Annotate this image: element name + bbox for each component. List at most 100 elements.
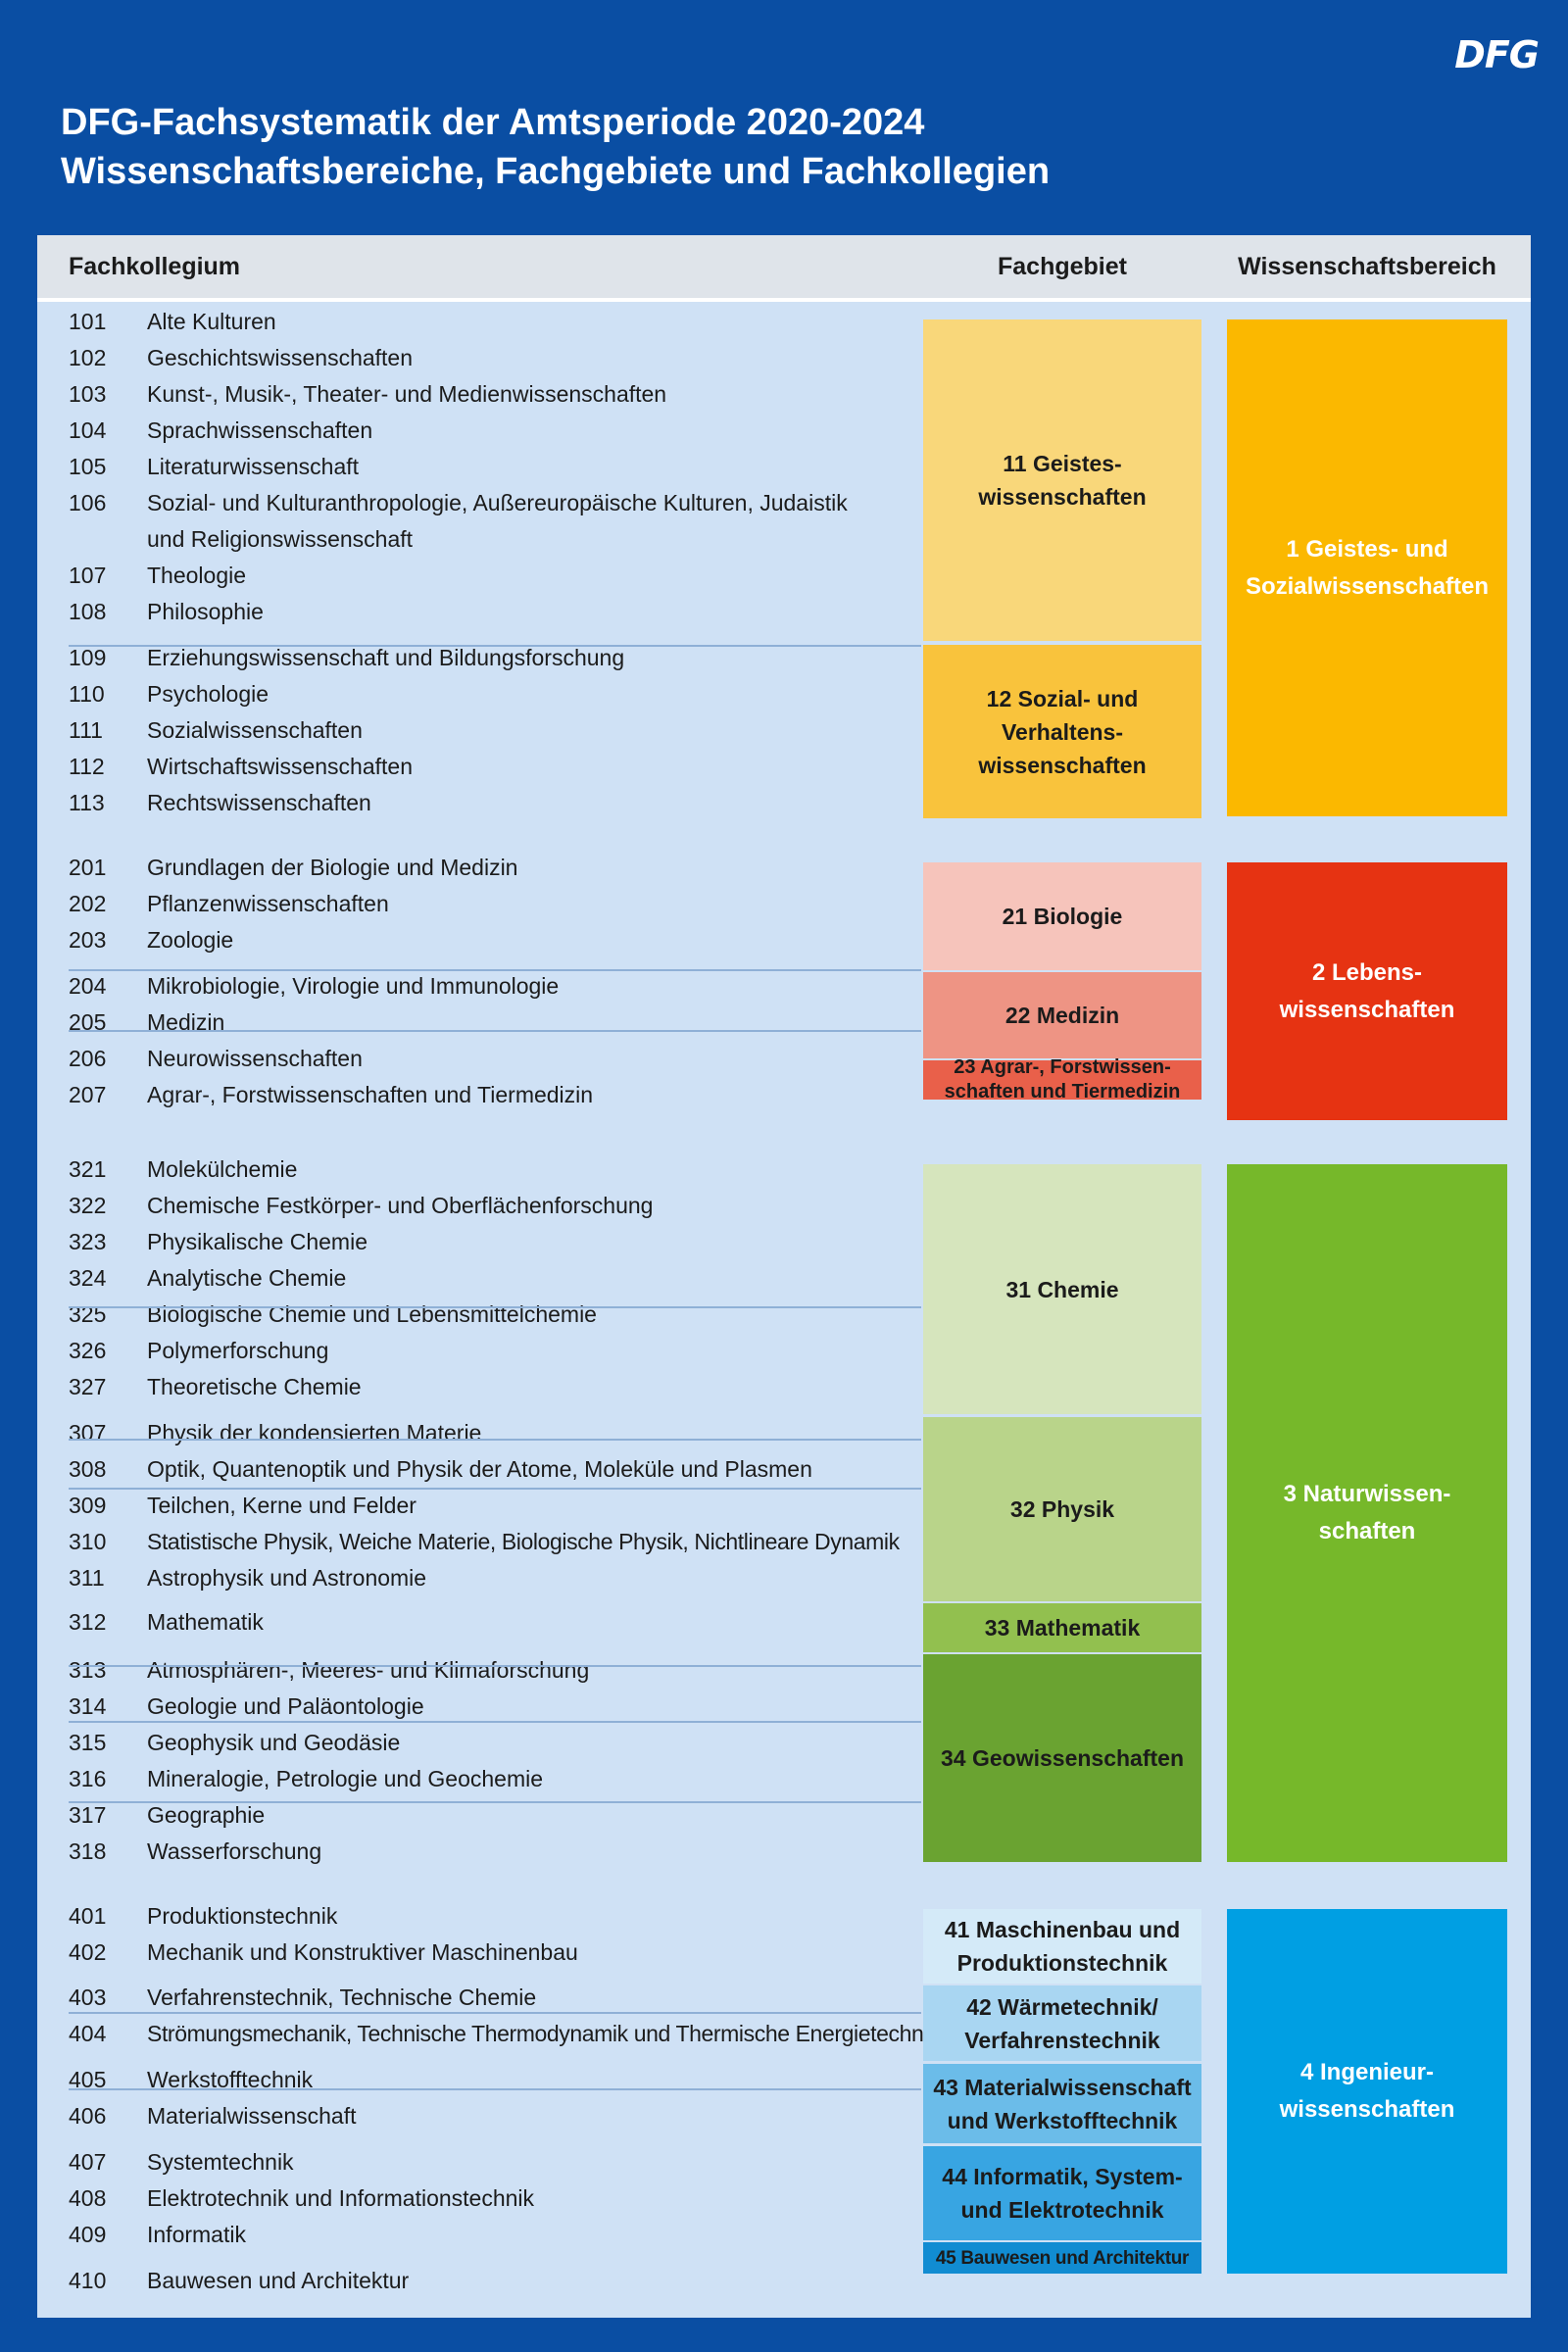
fachgebiet-box: 21 Biologie <box>923 862 1201 970</box>
fachkollegium-number: 112 <box>69 754 105 779</box>
fachkollegium-number: 111 <box>69 717 103 743</box>
fachkollegium-row: 201 Grundlagen der Biologie und Medizin <box>69 850 931 885</box>
wissenschaftsbereich-label-line: 2 Lebens- <box>1311 958 1422 986</box>
fachkollegium-row: 322 Chemische Festkörper- und Oberflächen… <box>69 1188 931 1223</box>
fachkollegium-number: 403 <box>69 1984 107 2010</box>
fachkollegium-number: 318 <box>69 1838 107 1864</box>
fachkollegium-label: Physikalische Chemie <box>147 1229 368 1254</box>
dfg-logo: DFG <box>1454 33 1540 76</box>
fachkollegium-number: 321 <box>69 1156 107 1182</box>
fachkollegium-label: Agrar-, Forstwissenschaften und Tiermedi… <box>147 1082 594 1107</box>
fachkollegium-number: 325 <box>69 1301 107 1327</box>
wissenschaftsbereich-label-line: 3 Naturwissen- <box>1283 1481 1451 1507</box>
fachkollegium-row: 106 Sozial- und Kulturanthropologie, Auße… <box>69 485 931 520</box>
fachkollegium-number: 309 <box>69 1493 107 1518</box>
fachkollegium-number: 405 <box>69 2067 107 2092</box>
fachgebiet-box: 11 Geistes-wissenschaften <box>923 319 1201 641</box>
fachkollegium-row: 112 Wirtschaftswissenschaften <box>69 749 931 784</box>
fachkollegium-label: Zoologie <box>147 927 234 953</box>
fachkollegium-number: 201 <box>69 855 107 880</box>
fachkollegium-row: 406 Materialwissenschaft <box>69 2098 931 2133</box>
fachkollegium-label: Grundlagen der Biologie und Medizin <box>147 855 518 880</box>
fachgebiet-box: 32 Physik <box>923 1417 1201 1601</box>
fachkollegium-label: Statistische Physik, Weiche Materie, Bio… <box>147 1529 900 1554</box>
fachkollegium-row: 108 Philosophie <box>69 594 931 629</box>
fachkollegium-row: und Religionswissenschaft <box>69 521 931 557</box>
fachkollegium-number: 307 <box>69 1420 107 1446</box>
wissenschaftsbereich-label-line: schaften <box>1318 1518 1416 1544</box>
fachkollegium-row: 308 Optik, Quantenoptik und Physik der At… <box>69 1451 931 1487</box>
fachkollegium-label: Bauwesen und Architektur <box>147 2268 410 2293</box>
fachkollegium-number: 113 <box>69 790 105 815</box>
fachgebiet-box: 45 Bauwesen und Architektur <box>923 2242 1201 2274</box>
fachkollegium-label: Informatik <box>147 2222 246 2247</box>
group-divider <box>69 1306 921 1308</box>
header-fachgebiet: Fachgebiet <box>998 253 1127 280</box>
fachgebiet-box: 33 Mathematik <box>923 1603 1201 1652</box>
fachkollegium-number: 314 <box>69 1693 107 1719</box>
fachgebiet-label-line: 32 Physik <box>1009 1496 1115 1522</box>
fachkollegium-number: 401 <box>69 1903 107 1929</box>
fachkollegium-row: 105 Literaturwissenschaft <box>69 449 931 484</box>
fachgebiet-label-line: wissenschaften <box>978 484 1147 510</box>
fachgebiet-label-line: 44 Informatik, System- <box>942 2164 1183 2189</box>
fachkollegium-row: 409 Informatik <box>69 2217 931 2252</box>
fachkollegium-row: 405 Werkstofftechnik <box>69 2062 931 2097</box>
fachkollegium-row: 324 Analytische Chemie <box>69 1260 931 1296</box>
fachkollegium-row: 107 Theologie <box>69 558 931 593</box>
fachkollegium-label: Alte Kulturen <box>147 309 276 334</box>
fachkollegium-number: 313 <box>69 1657 107 1683</box>
fachgebiet-label-line: 21 Biologie <box>1002 904 1123 929</box>
fachkollegium-label: Sprachwissenschaften <box>147 417 373 443</box>
wissenschaftsbereich-label-line: 4 Ingenieur- <box>1299 2059 1434 2085</box>
wissenschaftsbereich-box: 1 Geistes- und Sozialwissenschaften <box>1227 319 1507 816</box>
fachgebiet-label-line: und Elektrotechnik <box>960 2197 1164 2223</box>
fachkollegium-label: Teilchen, Kerne und Felder <box>147 1493 416 1518</box>
fachkollegium-row: 402 Mechanik und Konstruktiver Maschinenb… <box>69 1935 931 1970</box>
fachkollegium-label: Strömungsmechanik, Technische Thermodyna… <box>147 2021 940 2046</box>
fachkollegium-label: Elektrotechnik und Informationstechnik <box>147 2185 535 2211</box>
fachgebiet-label-line: 42 Wärmetechnik/ <box>966 1993 1158 2020</box>
wissenschaftsbereich-box: 2 Lebens-wissenschaften <box>1227 862 1507 1120</box>
fachkollegium-row: 323 Physikalische Chemie <box>69 1224 931 1259</box>
fachkollegium-label: Atmosphären-, Meeres- und Klimaforschung <box>147 1657 590 1683</box>
fachkollegium-number: 410 <box>69 2268 107 2293</box>
group-divider <box>69 2012 921 2014</box>
fachgebiet-label-line: 33 Mathematik <box>984 1615 1141 1641</box>
wissenschaftsbereich-box: 4 Ingenieur-wissenschaften <box>1227 1909 1507 2274</box>
fachkollegium-number: 406 <box>69 2103 107 2129</box>
fachgebiet-label-line: 11 Geistes- <box>1003 451 1122 476</box>
fachkollegium-number: 407 <box>69 2149 107 2175</box>
fachkollegium-row: 103 Kunst-, Musik-, Theater- und Medienwi… <box>69 376 931 412</box>
fachgebiet-label-line: Produktionstechnik <box>956 1950 1168 1976</box>
fachkollegium-row: 327 Theoretische Chemie <box>69 1369 931 1404</box>
fachkollegium-label: Geographie <box>147 1802 266 1828</box>
fachkollegium-label: Biologische Chemie und Lebensmittelchemi… <box>147 1301 597 1327</box>
fachkollegium-label: Sozial- und Kulturanthropologie, Außereu… <box>147 490 848 515</box>
fachkollegium-number: 104 <box>69 417 107 443</box>
fachkollegium-number: 327 <box>69 1374 107 1399</box>
fachkollegium-number: 326 <box>69 1338 107 1363</box>
fachkollegium-label: Sozialwissenschaften <box>147 717 363 743</box>
fachkollegium-label: Erziehungswissenschaft und Bildungsforsc… <box>147 645 625 670</box>
fachkollegium-row: 326 Polymerforschung <box>69 1333 931 1368</box>
fachkollegium-row: 109 Erziehungswissenschaft und Bildungsfo… <box>69 640 931 675</box>
fachkollegium-row: 111 Sozialwissenschaften <box>69 712 931 748</box>
fachkollegium-number: 101 <box>69 309 107 334</box>
fachkollegium-label: und Religionswissenschaft <box>147 526 414 552</box>
fachkollegium-label: Philosophie <box>147 599 264 624</box>
fachkollegium-label: Physik der kondensierten Materie <box>147 1420 482 1446</box>
fachkollegium-label: Psychologie <box>147 681 270 707</box>
group-divider <box>69 645 921 647</box>
fachkollegium-number: 207 <box>69 1082 107 1107</box>
fachkollegium-number: 316 <box>69 1766 107 1791</box>
fachgebiet-box: 43 Materialwissenschaft und Werkstofftech… <box>923 2064 1201 2143</box>
fachkollegium-number: 310 <box>69 1529 107 1554</box>
fachgebiet-box: 12 Sozial- und Verhaltens-wissenschaften <box>923 645 1201 818</box>
fachgebiet-label-line: schaften und Tiermedizin <box>944 1081 1181 1102</box>
fachkollegium-number: 109 <box>69 645 107 670</box>
fachkollegium-row: 403 Verfahrenstechnik, Technische Chemie <box>69 1980 931 2015</box>
fachkollegium-row: 408 Elektrotechnik und Informationstechni… <box>69 2180 931 2216</box>
fachkollegium-number: 106 <box>69 490 107 515</box>
group-divider <box>69 1665 921 1667</box>
